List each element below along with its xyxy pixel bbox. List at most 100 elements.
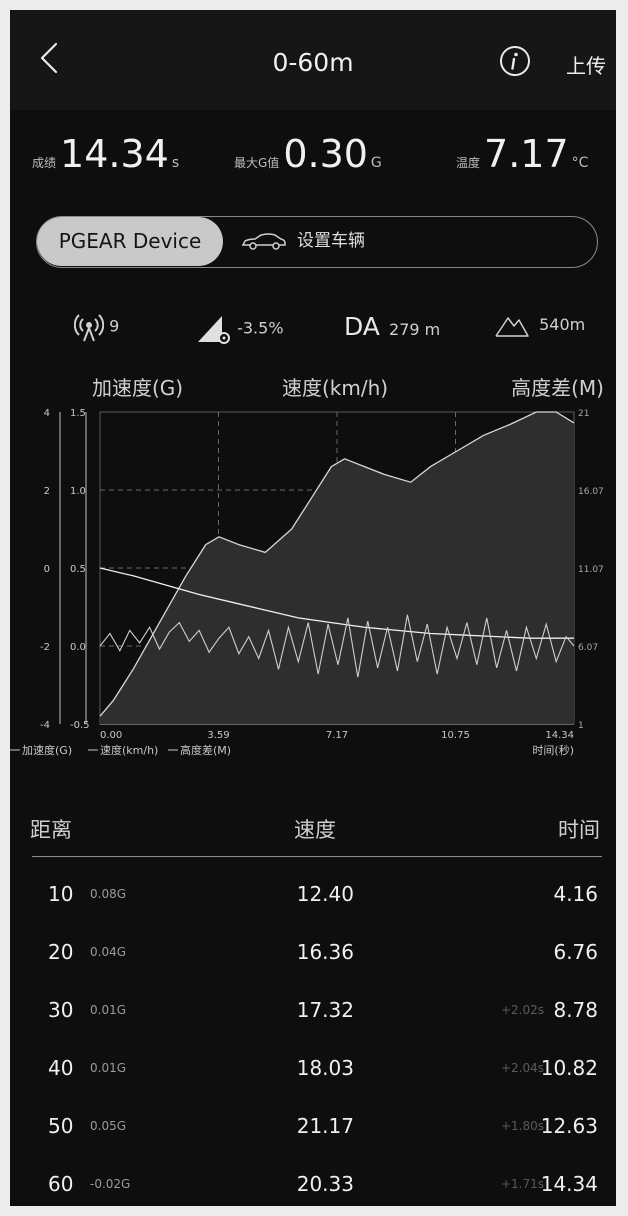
time-delta-cell: +2.02s xyxy=(500,1003,544,1017)
set-vehicle-label: 设置车辆 xyxy=(297,231,365,251)
x-tick-label: 0.00 xyxy=(100,730,122,741)
table-row: 30 0.01G 17.32 +2.02s 8.78 xyxy=(10,984,616,1042)
speed-cell: 17.32 xyxy=(296,998,354,1022)
da-indicator: DA 279 m xyxy=(344,312,440,352)
table-row: 10 0.08G 12.40 4.16 xyxy=(10,868,616,926)
g-value-cell: 0.01G xyxy=(90,1003,127,1017)
back-button[interactable] xyxy=(28,38,68,78)
time-cell: 14.34 xyxy=(540,1172,598,1196)
outer-left-tick-label: 2 xyxy=(44,486,50,497)
x-tick-label: 3.59 xyxy=(207,730,229,741)
table-row: 40 0.01G 18.03 +2.04s 10.82 xyxy=(10,1042,616,1100)
table-divider xyxy=(32,856,602,857)
mountain-icon xyxy=(495,317,529,337)
score-unit: s xyxy=(171,155,180,171)
performance-chart: 4 2 0 -2 -4 1.5 1.0 0.5 0.0 -0.5 21 16.07 11.07 6.07 1… xyxy=(10,408,604,757)
inner-left-tick-label: 1.5 xyxy=(70,408,86,419)
g-value-cell: -0.02G xyxy=(90,1177,131,1191)
distance-cell: 50 xyxy=(48,1114,74,1138)
acceleration-line xyxy=(99,614,575,678)
device-selector: PGEAR Device 设置车辆 xyxy=(36,216,598,268)
result-table: 10 0.08G 12.40 4.16 20 0.04G 16.36 6.76 30 0.01G 1… xyxy=(10,868,616,1206)
time-delta-cell: +1.80s xyxy=(500,1119,544,1133)
chart-headers: 加速度(G) 速度(km/h) 高度差(M) xyxy=(10,372,616,402)
outer-left-tick-label: 0 xyxy=(44,564,50,575)
speed-col-header: 速度 xyxy=(294,818,336,842)
right-tick-label: 11.07 xyxy=(578,565,604,575)
temp-value: 7.17 xyxy=(484,132,569,176)
x-axis-label: 时间(秒) xyxy=(532,743,574,757)
set-vehicle-button[interactable]: 设置车辆 xyxy=(241,217,365,266)
time-cell: 6.76 xyxy=(553,940,598,964)
distance-header: 距离 xyxy=(30,818,72,842)
table-row: 50 0.05G 21.17 +1.80s 12.63 xyxy=(10,1100,616,1158)
right-tick-label: 6.07 xyxy=(578,643,598,653)
max-g-value: 0.30 xyxy=(283,132,368,176)
time-delta-cell: +2.04s xyxy=(500,1061,544,1075)
right-tick-label: 1 xyxy=(578,721,584,731)
score-stat: 成绩 14.34 s xyxy=(32,132,179,176)
outer-left-tick-label: -2 xyxy=(40,642,50,653)
score-label: 成绩 xyxy=(32,156,57,170)
time-header: 时间 xyxy=(558,818,600,842)
satellite-indicator: 9 xyxy=(73,312,120,352)
height-diff-line xyxy=(99,411,575,717)
speed-cell: 21.17 xyxy=(296,1114,354,1138)
inner-left-tick-label: -0.5 xyxy=(70,720,90,731)
speed-header: 速度(km/h) xyxy=(282,376,389,400)
time-cell: 4.16 xyxy=(553,882,598,906)
distance-cell: 10 xyxy=(48,882,74,906)
g-value-cell: 0.04G xyxy=(90,945,127,959)
max-g-unit: G xyxy=(370,155,382,171)
table-header: 距离 速度 时间 xyxy=(10,806,616,846)
g-value-cell: 0.05G xyxy=(90,1119,127,1133)
inner-left-tick-label: 0.0 xyxy=(70,642,86,653)
info-button[interactable] xyxy=(498,44,532,78)
speed-cell: 20.33 xyxy=(296,1172,354,1196)
upload-button[interactable]: 上传 xyxy=(566,54,606,78)
altitude-value: 540m xyxy=(539,314,586,334)
da-value: 279 m xyxy=(389,320,441,339)
speed-cell: 12.40 xyxy=(296,882,354,906)
chevron-left-icon xyxy=(40,42,58,74)
time-cell: 10.82 xyxy=(540,1056,598,1080)
speed-line xyxy=(99,567,574,639)
x-tick-label: 7.17 xyxy=(326,730,348,741)
top-bar: 0-60m 上传 xyxy=(10,10,616,110)
satellite-count: 9 xyxy=(109,316,120,336)
table-row: 60 -0.02G 20.33 +1.71s 14.34 xyxy=(10,1158,616,1206)
speed-cell: 16.36 xyxy=(296,940,354,964)
satellite-signal-icon xyxy=(73,314,105,342)
accel-header: 加速度(G) xyxy=(92,376,184,400)
x-tick-label: 10.75 xyxy=(441,730,470,741)
max-g-label: 最大G值 xyxy=(234,156,280,170)
slope-indicator: -3.5% xyxy=(196,312,284,352)
info-icon xyxy=(500,46,530,76)
time-cell: 12.63 xyxy=(540,1114,598,1138)
device-button[interactable]: PGEAR Device xyxy=(37,217,223,266)
g-value-cell: 0.01G xyxy=(90,1061,127,1075)
legend-item: 加速度(G) xyxy=(22,743,72,757)
time-delta-cell: +1.71s xyxy=(500,1177,544,1191)
table-row: 20 0.04G 16.36 6.76 xyxy=(10,926,616,984)
inner-left-tick-label: 0.5 xyxy=(70,564,86,575)
height-diff-area xyxy=(100,412,574,724)
right-tick-label: 21 xyxy=(578,409,589,419)
distance-cell: 40 xyxy=(48,1056,74,1080)
app-screen: 0-60m 上传 成绩 14.34 s 最大G值 0.30 G 温度 7.17 °C PGE… xyxy=(10,10,616,1206)
x-tick-label: 14.34 xyxy=(545,730,574,741)
score-value: 14.34 xyxy=(60,132,169,176)
da-label: DA xyxy=(344,312,380,341)
inner-left-tick-label: 1.0 xyxy=(70,486,86,497)
height-header: 高度差(M) xyxy=(511,376,604,400)
stats-row: 成绩 14.34 s 最大G值 0.30 G 温度 7.17 °C xyxy=(10,132,616,202)
distance-cell: 60 xyxy=(48,1172,74,1196)
right-tick-label: 16.07 xyxy=(578,487,604,497)
slope-icon xyxy=(198,316,230,344)
outer-left-tick-label: -4 xyxy=(40,720,50,731)
legend-item: 速度(km/h) xyxy=(100,743,158,757)
speed-cell: 18.03 xyxy=(296,1056,354,1080)
altitude-indicator: 540m xyxy=(494,312,585,352)
page-title: 0-60m xyxy=(272,48,354,77)
temp-stat: 温度 7.17 °C xyxy=(456,132,588,176)
